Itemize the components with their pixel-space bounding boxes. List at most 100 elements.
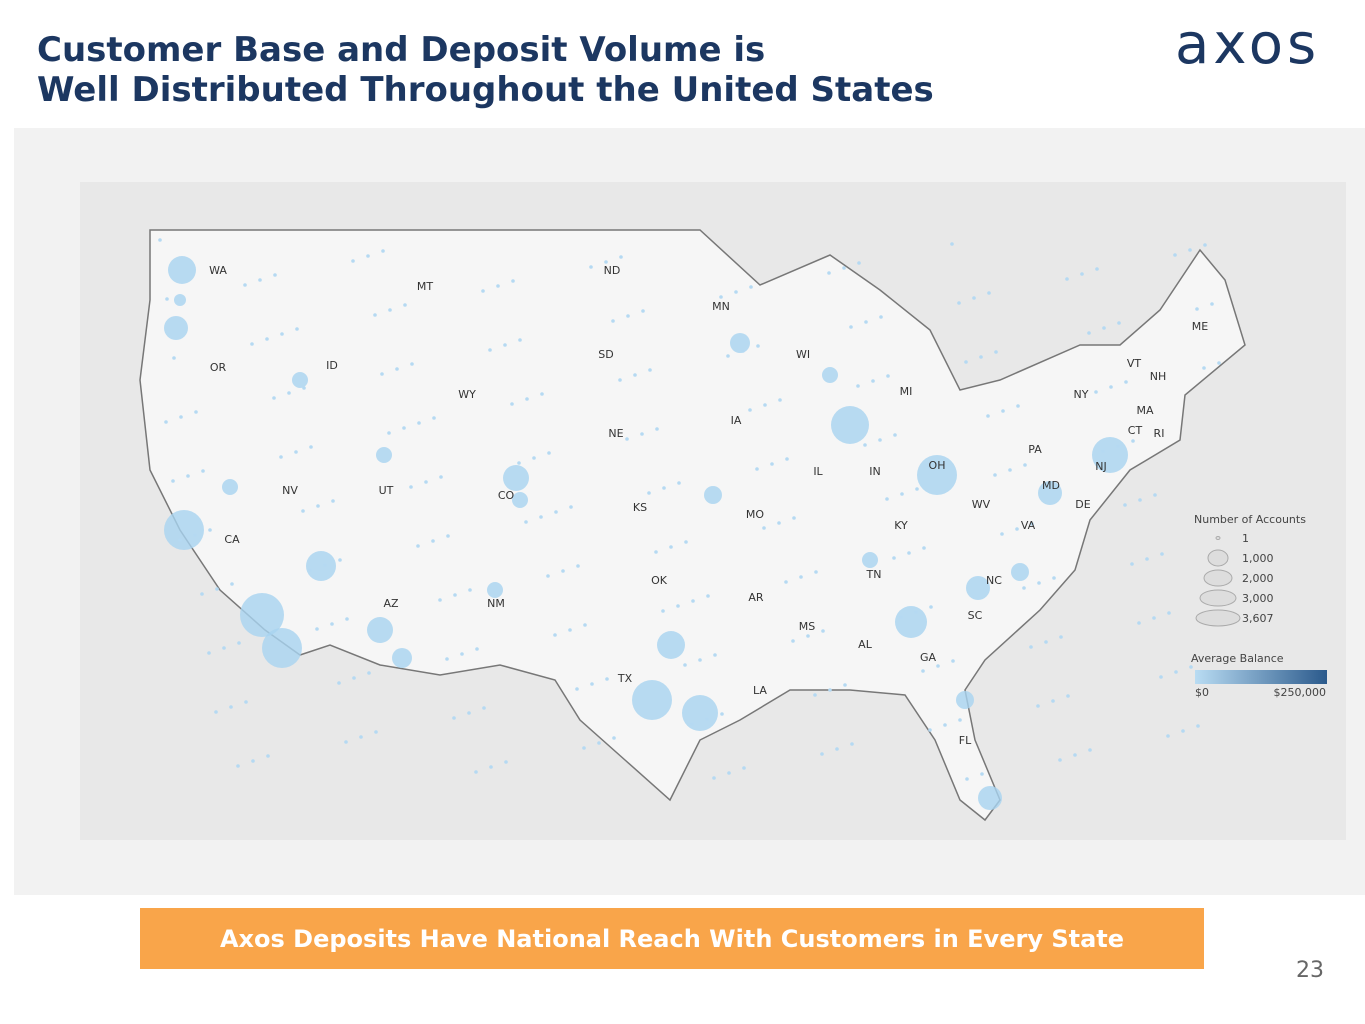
customer-dot xyxy=(337,681,341,685)
legend-label: 1,000 xyxy=(1242,552,1274,565)
size-swatch xyxy=(1199,589,1237,607)
customer-dot xyxy=(734,290,738,294)
customer-dot xyxy=(936,664,940,668)
customer-dot xyxy=(792,516,796,520)
customer-dot xyxy=(626,314,630,318)
customer-dot xyxy=(294,450,298,454)
customer-dot xyxy=(1066,694,1070,698)
customer-dot xyxy=(1152,616,1156,620)
customer-dot xyxy=(1015,527,1019,531)
customer-dot xyxy=(388,308,392,312)
customer-dot xyxy=(250,342,254,346)
customer-bubble xyxy=(367,617,393,643)
customer-dot xyxy=(266,754,270,758)
customer-dot xyxy=(1022,586,1026,590)
legend-label: 3,607 xyxy=(1242,612,1274,625)
customer-dot xyxy=(835,747,839,751)
customer-dot xyxy=(403,303,407,307)
customer-dot xyxy=(677,481,681,485)
customer-dot xyxy=(582,746,586,750)
customer-dot xyxy=(510,402,514,406)
customer-dot xyxy=(1023,463,1027,467)
customer-bubble xyxy=(222,479,238,495)
state-label: MS xyxy=(799,620,815,633)
customer-dot xyxy=(554,510,558,514)
customer-dot xyxy=(178,538,182,542)
customer-dot xyxy=(1001,409,1005,413)
customer-dot xyxy=(302,386,306,390)
customer-dot xyxy=(504,760,508,764)
customer-dot xyxy=(236,764,240,768)
customer-dot xyxy=(568,628,572,632)
customer-dot xyxy=(1124,380,1128,384)
state-label: SD xyxy=(598,348,613,361)
customer-dot xyxy=(612,736,616,740)
customer-dot xyxy=(1030,522,1034,526)
banner: Axos Deposits Have National Reach With C… xyxy=(140,908,1204,969)
customer-dot xyxy=(539,515,543,519)
customer-dot xyxy=(546,574,550,578)
customer-dot xyxy=(237,641,241,645)
customer-dot xyxy=(1202,366,1206,370)
customer-dot xyxy=(374,730,378,734)
customer-dot xyxy=(713,653,717,657)
customer-dot xyxy=(1145,557,1149,561)
customer-dot xyxy=(410,362,414,366)
customer-dot xyxy=(842,266,846,270)
state-label: SC xyxy=(968,609,983,622)
customer-dot xyxy=(719,295,723,299)
customer-bubble xyxy=(657,631,685,659)
customer-dot xyxy=(439,475,443,479)
customer-dot xyxy=(569,505,573,509)
customer-dot xyxy=(1080,272,1084,276)
customer-dot xyxy=(1210,302,1214,306)
customer-dot xyxy=(907,551,911,555)
customer-dot xyxy=(921,669,925,673)
customer-dot xyxy=(690,722,694,726)
customer-bubble xyxy=(895,606,927,638)
customer-dot xyxy=(748,408,752,412)
customer-dot xyxy=(287,391,291,395)
customer-dot xyxy=(1195,307,1199,311)
customer-dot xyxy=(972,296,976,300)
customer-dot xyxy=(964,360,968,364)
state-label: FL xyxy=(959,734,972,747)
customer-dot xyxy=(1087,331,1091,335)
customer-dot xyxy=(605,677,609,681)
customer-bubble xyxy=(917,455,957,495)
state-label: ID xyxy=(326,359,338,372)
customer-dot xyxy=(351,259,355,263)
legend-label: $250,000 xyxy=(1274,686,1327,699)
customer-bubble xyxy=(966,576,990,600)
customer-dot xyxy=(1137,621,1141,625)
state-label: CT xyxy=(1128,424,1143,437)
customer-dot xyxy=(589,265,593,269)
customer-dot xyxy=(1159,675,1163,679)
page-number: 23 xyxy=(1296,958,1324,983)
customer-dot xyxy=(987,291,991,295)
state-label: RI xyxy=(1154,427,1165,440)
customer-dot xyxy=(863,443,867,447)
customer-dot xyxy=(452,716,456,720)
customer-dot xyxy=(950,242,954,246)
state-label: IA xyxy=(731,414,742,427)
title: Customer Base and Deposit Volume is Well … xyxy=(37,30,934,110)
customer-dot xyxy=(309,445,313,449)
customer-bubble xyxy=(682,695,718,731)
customer-dot xyxy=(244,700,248,704)
customer-dot xyxy=(986,414,990,418)
customer-dot xyxy=(345,617,349,621)
customer-dot xyxy=(453,593,457,597)
customer-dot xyxy=(749,285,753,289)
customer-dot xyxy=(698,658,702,662)
customer-dot xyxy=(726,354,730,358)
customer-dot xyxy=(828,688,832,692)
customer-dot xyxy=(1059,635,1063,639)
customer-dot xyxy=(481,289,485,293)
logo: axos xyxy=(1175,12,1321,77)
customer-dot xyxy=(258,278,262,282)
customer-dot xyxy=(273,273,277,277)
customer-dot xyxy=(806,634,810,638)
customer-dot xyxy=(1217,361,1221,365)
